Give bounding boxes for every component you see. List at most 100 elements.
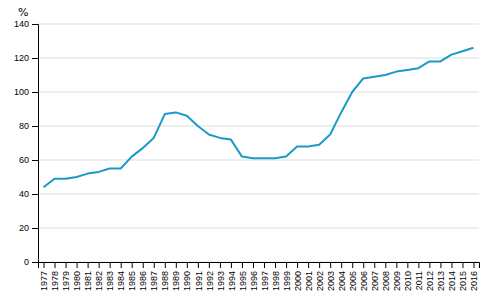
- tick: 100: [14, 87, 38, 97]
- tick-mark: [176, 262, 177, 268]
- tick-mark: [363, 262, 364, 268]
- tick: 2006: [359, 262, 369, 291]
- tick-mark: [187, 262, 188, 268]
- tick: 2016: [469, 262, 479, 291]
- grid: [38, 24, 479, 262]
- tick: 2004: [337, 262, 347, 291]
- tick-mark: [154, 262, 155, 268]
- tick: 1981: [83, 262, 93, 291]
- tick-mark: [32, 24, 38, 25]
- tick-mark: [473, 262, 474, 268]
- tick-mark: [110, 262, 111, 268]
- tick-label: 1989: [171, 271, 181, 291]
- grid-line: [38, 24, 479, 25]
- tick: 2001: [304, 262, 314, 291]
- tick-label: 1980: [72, 271, 82, 291]
- tick: 1980: [72, 262, 82, 291]
- tick-label: 2001: [304, 271, 314, 291]
- tick-mark: [32, 58, 38, 59]
- tick-label: 1996: [249, 271, 259, 291]
- tick-mark: [32, 262, 38, 263]
- tick-label: 1986: [138, 271, 148, 291]
- grid-line: [38, 194, 479, 195]
- tick-label: 1990: [182, 271, 192, 291]
- tick-mark: [396, 262, 397, 268]
- tick-mark: [253, 262, 254, 268]
- tick-mark: [275, 262, 276, 268]
- tick-label: 2010: [403, 271, 413, 291]
- tick-label: 2003: [326, 271, 336, 291]
- tick-label: 1977: [39, 271, 49, 291]
- tick: 1979: [61, 262, 71, 291]
- tick: 1995: [238, 262, 248, 291]
- tick: 1990: [182, 262, 192, 291]
- line: [44, 48, 474, 187]
- tick-mark: [242, 262, 243, 268]
- tick-label: 1981: [83, 271, 93, 291]
- tick-mark: [330, 262, 331, 268]
- tick-mark: [231, 262, 232, 268]
- tick: 1992: [205, 262, 215, 291]
- tick-mark: [352, 262, 353, 268]
- tick-mark: [44, 262, 45, 268]
- tick: 1999: [282, 262, 292, 291]
- tick-mark: [99, 262, 100, 268]
- chart: 0 20 40 60 80 100 120 140 19771978197919801981 19…: [0, 0, 493, 306]
- tick-label: 2014: [447, 271, 457, 291]
- tick-mark: [286, 262, 287, 268]
- tick-label: 1984: [116, 271, 126, 291]
- tick-mark: [319, 262, 320, 268]
- tick: 0: [24, 257, 38, 267]
- tick: 1993: [216, 262, 226, 291]
- tick: 1997: [260, 262, 270, 291]
- tick: 2009: [392, 262, 402, 291]
- tick: 2007: [370, 262, 380, 291]
- tick-label: 80: [19, 121, 29, 131]
- tick-label: 2011: [414, 271, 424, 290]
- tick: 120: [14, 53, 38, 63]
- tick: 2010: [403, 262, 413, 291]
- tick: 1996: [249, 262, 259, 291]
- tick: 2002: [315, 262, 325, 291]
- tick-label: 1998: [271, 271, 281, 291]
- tick-mark: [209, 262, 210, 268]
- tick-label: 2009: [392, 271, 402, 291]
- tick-label: 2016: [469, 271, 479, 291]
- tick: 1994: [227, 262, 237, 291]
- tick-label: 2005: [348, 271, 358, 291]
- tick-label: 0: [24, 257, 29, 267]
- tick: 2003: [326, 262, 336, 291]
- tick-label: 1992: [205, 271, 215, 291]
- tick-label: 1978: [50, 271, 60, 291]
- tick-mark: [451, 262, 452, 268]
- tick-mark: [77, 262, 78, 268]
- tick-label: 20: [19, 223, 29, 233]
- marks: [44, 48, 474, 187]
- tick: 1988: [160, 262, 170, 291]
- tick: 140: [14, 19, 38, 29]
- tick-label: 1991: [194, 271, 204, 291]
- tick: 2014: [447, 262, 457, 291]
- tick-label: 60: [19, 155, 29, 165]
- tick: 1989: [171, 262, 181, 291]
- tick: 40: [19, 189, 38, 199]
- grid-line: [38, 92, 479, 93]
- tick-label: 120: [14, 53, 29, 63]
- tick-label: 2015: [458, 271, 468, 291]
- tick-mark: [374, 262, 375, 268]
- tick: 2013: [436, 262, 446, 291]
- tick: 2000: [293, 262, 303, 291]
- y-axis: 0 20 40 60 80 100 120 140: [14, 19, 39, 267]
- tick: 2005: [348, 262, 358, 291]
- tick-label: 2000: [293, 271, 303, 291]
- tick: 1977: [39, 262, 49, 291]
- tick-mark: [297, 262, 298, 268]
- tick-mark: [165, 262, 166, 268]
- plot: 0 20 40 60 80 100 120 140 19771978197919801981 19…: [14, 19, 480, 291]
- grid-line: [38, 58, 479, 59]
- tick-mark: [440, 262, 441, 268]
- grid-line: [38, 160, 479, 161]
- tick-label: 1985: [127, 271, 137, 291]
- tick: 60: [19, 155, 38, 165]
- tick-mark: [341, 262, 342, 268]
